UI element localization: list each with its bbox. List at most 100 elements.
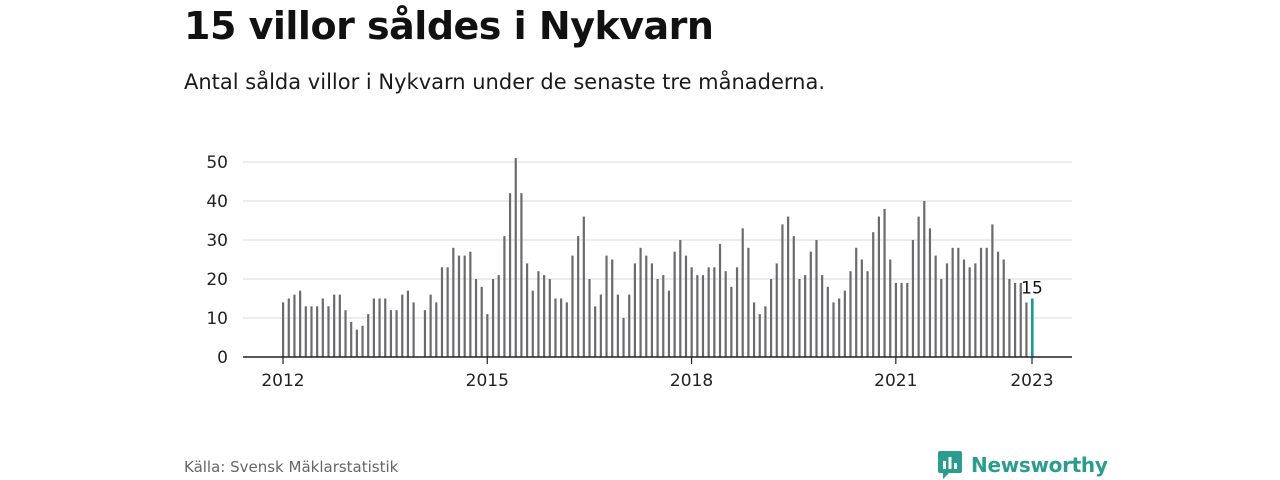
bar xyxy=(1013,282,1017,357)
bar xyxy=(764,306,767,357)
bar xyxy=(826,286,829,357)
bar xyxy=(815,240,818,357)
bar xyxy=(934,255,937,357)
bar xyxy=(730,286,733,357)
bar xyxy=(412,302,415,357)
bar-chart: 0 10 20 30 40 50 2012 2015 2018 2021 2023 15 xyxy=(206,153,1072,391)
bar xyxy=(792,236,795,357)
bar xyxy=(582,216,585,357)
bar xyxy=(843,290,846,357)
x-axis-ticks: 2012 2015 2018 2021 2023 xyxy=(261,357,1054,391)
bar xyxy=(1025,302,1028,357)
bar xyxy=(718,243,722,357)
bar xyxy=(395,310,398,357)
bar xyxy=(321,298,324,357)
bar xyxy=(446,267,449,357)
bar xyxy=(486,314,489,357)
chart-title: 15 villor såldes i Nykvarn xyxy=(184,4,714,48)
bar xyxy=(849,271,852,357)
bar xyxy=(401,294,404,357)
bar xyxy=(599,294,602,357)
y-tick-label: 0 xyxy=(217,348,228,368)
bar xyxy=(628,294,631,357)
bar xyxy=(985,247,988,357)
bar xyxy=(611,259,614,357)
bar xyxy=(571,255,574,357)
bar xyxy=(769,279,773,357)
bar xyxy=(560,298,563,357)
bar xyxy=(622,318,625,357)
bar xyxy=(463,255,466,357)
bar xyxy=(293,294,296,357)
bar xyxy=(1002,259,1005,357)
newsworthy-logo-icon xyxy=(938,451,962,479)
last-value-label: 15 xyxy=(1021,279,1043,299)
bar xyxy=(877,216,880,357)
brand-name: Newsworthy xyxy=(971,453,1108,477)
y-tick-label: 10 xyxy=(206,309,228,329)
bar xyxy=(991,224,994,357)
bar xyxy=(577,236,580,357)
brand-logo: Newsworthy xyxy=(937,450,1108,480)
bar xyxy=(497,275,500,357)
bar xyxy=(798,279,801,357)
bar xyxy=(945,263,949,357)
bar xyxy=(350,321,353,357)
bar xyxy=(1019,282,1022,357)
x-tick-label: 2015 xyxy=(466,371,509,391)
bar xyxy=(974,263,977,357)
bar xyxy=(752,302,756,357)
bar xyxy=(650,263,654,357)
bar xyxy=(594,306,597,357)
bar xyxy=(304,306,307,357)
bar xyxy=(928,228,932,357)
bar xyxy=(968,267,971,357)
bar xyxy=(707,267,710,357)
bar xyxy=(883,208,886,357)
bar xyxy=(554,298,557,357)
bar xyxy=(662,275,665,357)
bar xyxy=(787,216,790,357)
bar xyxy=(809,251,812,357)
bar xyxy=(775,263,778,357)
bar xyxy=(758,314,761,357)
bar xyxy=(832,302,835,357)
bar xyxy=(310,306,313,357)
bar xyxy=(894,282,898,357)
bar xyxy=(531,290,534,357)
bar xyxy=(741,228,744,357)
bar xyxy=(951,247,954,357)
bar xyxy=(384,298,387,357)
bar xyxy=(423,310,427,357)
bar xyxy=(656,279,659,357)
bar xyxy=(361,325,364,357)
bar xyxy=(639,247,642,357)
bar xyxy=(855,247,858,357)
bar xyxy=(469,251,472,357)
bar xyxy=(996,251,1000,357)
bar xyxy=(673,251,676,357)
bar xyxy=(316,306,319,357)
bar xyxy=(367,314,370,357)
bar xyxy=(667,290,671,357)
bar xyxy=(429,294,432,357)
bar xyxy=(696,275,699,357)
x-tick-label: 2012 xyxy=(261,371,304,391)
y-tick-label: 20 xyxy=(206,270,228,290)
bar xyxy=(645,255,648,357)
bar xyxy=(724,271,727,357)
bar xyxy=(389,310,393,357)
bar xyxy=(889,259,892,357)
bar xyxy=(548,279,551,357)
bars xyxy=(282,158,1034,357)
bar xyxy=(514,158,517,357)
bar xyxy=(979,247,983,357)
bar xyxy=(503,236,506,357)
bar xyxy=(872,232,875,357)
y-axis-ticks: 0 10 20 30 40 50 xyxy=(206,153,228,368)
bar xyxy=(588,279,591,357)
bar xyxy=(474,279,478,357)
bar xyxy=(860,259,863,357)
bar xyxy=(537,271,540,357)
bar xyxy=(355,329,358,357)
